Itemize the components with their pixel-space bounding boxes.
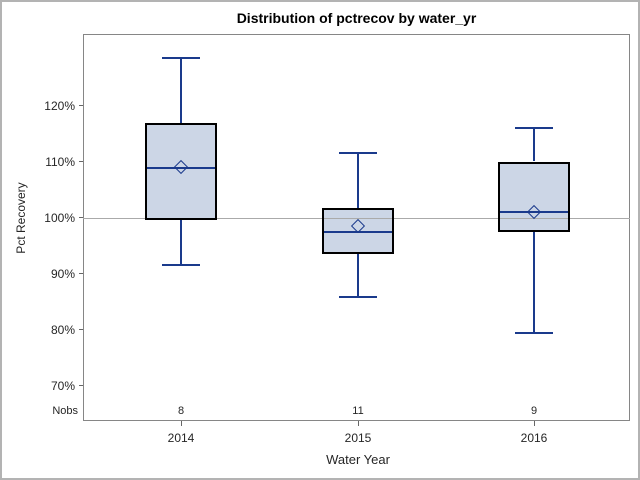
lower-whisker-line (180, 219, 182, 266)
x-axis-tick (534, 421, 535, 426)
y-axis-tick-label: 70% (50, 378, 75, 393)
upper-whisker-line (533, 127, 535, 162)
median-line (147, 167, 215, 170)
median-line (324, 231, 392, 234)
box-iqr-border (498, 161, 570, 233)
y-axis-tick (79, 385, 83, 386)
upper-whisker-line (180, 57, 182, 124)
x-axis-tick-label: 2015 (344, 431, 372, 445)
y-axis-title: Pct Recovery (14, 182, 28, 254)
y-axis-tick (79, 217, 83, 218)
box-iqr-fill (145, 123, 217, 220)
box-iqr-fill (498, 161, 570, 233)
upper-whisker-cap (515, 126, 553, 129)
lower-whisker-line (357, 254, 359, 297)
y-axis-tick (79, 105, 83, 106)
nobs-value: 8 (177, 405, 185, 417)
nobs-value: 9 (530, 405, 538, 417)
upper-whisker-line (357, 153, 359, 208)
nobs-value: 11 (352, 405, 364, 417)
x-axis-tick (181, 421, 182, 426)
lower-whisker-cap (162, 264, 200, 267)
upper-whisker-cap (339, 152, 377, 155)
reference-line-100pct (83, 217, 630, 219)
lower-whisker-cap (515, 331, 553, 334)
y-axis-tick-label: 100% (44, 210, 75, 225)
y-axis-tick (79, 329, 83, 330)
chart-title: Distribution of pctrecov by water_yr (236, 10, 477, 26)
y-axis-tick-label: 110% (45, 154, 75, 169)
x-axis-tick (358, 421, 359, 426)
lower-whisker-cap (339, 296, 377, 299)
x-axis-tick-label: 2016 (520, 431, 548, 445)
box-iqr-border (145, 123, 217, 220)
lower-whisker-line (533, 232, 535, 333)
x-axis-tick-label: 2014 (167, 431, 195, 445)
upper-whisker-cap (162, 56, 200, 59)
y-axis-tick-label: 80% (50, 322, 75, 337)
y-axis-tick (79, 161, 83, 162)
y-axis-tick-label: 120% (44, 98, 75, 113)
x-axis-title: Water Year (326, 452, 390, 467)
nobs-row-label: Nobs (52, 405, 78, 417)
y-axis-tick (79, 273, 83, 274)
median-line (500, 211, 568, 214)
box-iqr-border (322, 207, 394, 255)
y-axis-tick-label: 90% (50, 266, 75, 281)
